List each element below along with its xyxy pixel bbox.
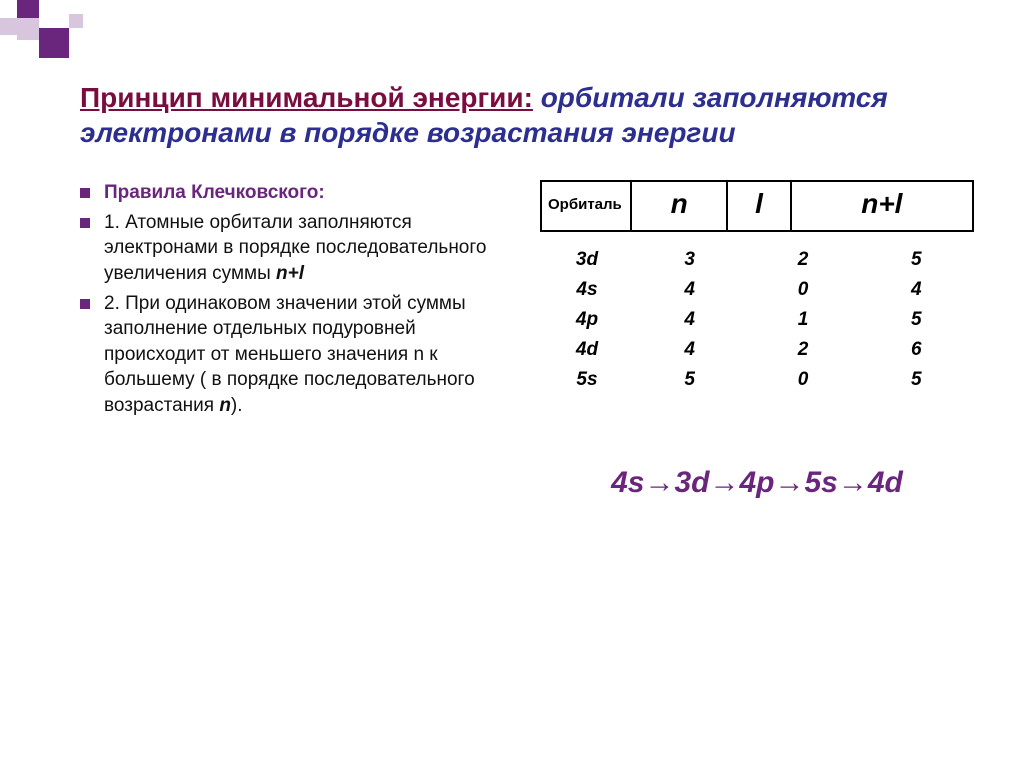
filling-sequence: 4s→3d→4p→5s→4d <box>540 466 974 500</box>
table-row: 3d325 <box>542 246 972 274</box>
slide-title: Принцип минимальной энергии: орбитали за… <box>80 80 974 150</box>
content-row: Правила Клечковского: 1. Атомные орбитал… <box>80 180 974 500</box>
rule2-n: n <box>219 395 231 416</box>
cell-n: 5 <box>634 366 745 394</box>
slide-content: Принцип минимальной энергии: орбитали за… <box>0 0 1024 540</box>
rule1-formula: n+l <box>276 263 304 284</box>
right-column: Орбиталь n l n+l 3d3254s4044p4154d4265s5… <box>540 180 974 500</box>
bullet-icon <box>80 218 90 228</box>
cell-l: 0 <box>747 276 858 304</box>
cell-l: 0 <box>747 366 858 394</box>
deco-square <box>17 18 39 40</box>
cell-orb: 5s <box>542 366 632 394</box>
deco-square <box>17 0 39 18</box>
bullet-heading: Правила Клечковского: <box>104 180 510 206</box>
cell-orb: 4d <box>542 336 632 364</box>
cell-nl: 6 <box>861 336 972 364</box>
bullet-rule-1: 1. Атомные орбитали заполняются электрон… <box>104 210 510 287</box>
cell-l: 2 <box>747 336 858 364</box>
orbital-table-data: 3d3254s4044p4154d4265s505 <box>540 244 974 396</box>
list-item: 1. Атомные орбитали заполняются электрон… <box>80 210 510 287</box>
cell-n: 4 <box>634 336 745 364</box>
cell-l: 1 <box>747 306 858 334</box>
cell-n: 4 <box>634 276 745 304</box>
cell-nl: 5 <box>861 366 972 394</box>
cell-l: 2 <box>747 246 858 274</box>
cell-n: 4 <box>634 306 745 334</box>
bullet-list: Правила Клечковского: 1. Атомные орбитал… <box>80 180 510 500</box>
list-item: Правила Клечковского: <box>80 180 510 206</box>
cell-nl: 5 <box>861 306 972 334</box>
cell-orb: 4p <box>542 306 632 334</box>
table-row: 4s404 <box>542 276 972 304</box>
deco-square <box>0 18 17 35</box>
table-row: 4p415 <box>542 306 972 334</box>
deco-square <box>39 28 69 58</box>
th-l: l <box>727 181 790 231</box>
th-orbital: Орбиталь <box>541 181 631 231</box>
orbital-table-header: Орбиталь n l n+l <box>540 180 974 232</box>
cell-n: 3 <box>634 246 745 274</box>
bullet-icon <box>80 188 90 198</box>
th-nl: n+l <box>791 181 973 231</box>
cell-orb: 3d <box>542 246 632 274</box>
th-n: n <box>631 181 727 231</box>
cell-orb: 4s <box>542 276 632 304</box>
bullet-rule-2: 2. При одинаковом значении этой суммы за… <box>104 291 510 419</box>
table-row: 5s505 <box>542 366 972 394</box>
table-row: 4d426 <box>542 336 972 364</box>
rule2-text: 2. При одинаковом значении этой суммы за… <box>104 293 475 417</box>
list-item: 2. При одинаковом значении этой суммы за… <box>80 291 510 419</box>
deco-square <box>69 14 83 28</box>
rule2-tail: ). <box>231 395 243 416</box>
cell-nl: 4 <box>861 276 972 304</box>
title-principle: Принцип минимальной энергии: <box>80 82 533 113</box>
corner-decoration <box>0 0 110 60</box>
cell-nl: 5 <box>861 246 972 274</box>
bullet-icon <box>80 299 90 309</box>
